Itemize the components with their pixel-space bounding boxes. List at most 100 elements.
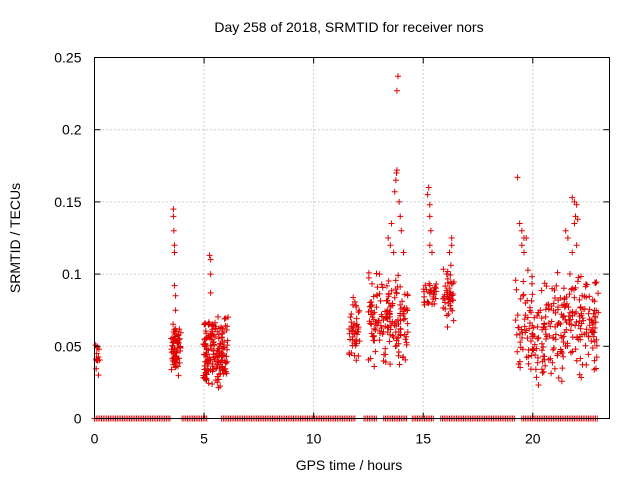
- data-point: [448, 235, 455, 241]
- data-point: [534, 359, 541, 366]
- data-point: [368, 321, 375, 328]
- data-point: [448, 280, 455, 287]
- data-point: [531, 341, 538, 348]
- data-point: [382, 345, 389, 352]
- data-point: [217, 370, 224, 377]
- data-point: [519, 334, 526, 341]
- data-point: [569, 249, 576, 256]
- data-point: [443, 271, 450, 278]
- data-point: [552, 331, 559, 338]
- data-point: [170, 354, 177, 361]
- data-point: [212, 333, 219, 340]
- data-point: [375, 317, 382, 324]
- data-point: [353, 357, 360, 364]
- data-point: [582, 342, 589, 349]
- data-point: [385, 300, 392, 307]
- data-point: [94, 357, 101, 364]
- data-point: [368, 299, 375, 306]
- data-point: [517, 295, 524, 302]
- data-point: [353, 331, 360, 338]
- data-point: [370, 332, 377, 339]
- data-point: [203, 370, 210, 377]
- x-tick-labels: 0 5 10 15 20: [91, 431, 541, 447]
- data-point: [551, 295, 558, 302]
- data-point: [442, 283, 449, 290]
- data-point: [367, 311, 374, 318]
- data-point: [553, 282, 560, 289]
- data-point: [386, 338, 393, 345]
- data-point: [426, 290, 433, 297]
- data-point: [210, 323, 217, 330]
- data-point: [396, 198, 403, 205]
- data-point: [560, 313, 567, 320]
- data-point: [422, 282, 429, 289]
- data-point: [569, 285, 576, 292]
- data-point: [591, 307, 598, 314]
- data-point: [214, 328, 221, 335]
- data-point: [533, 374, 540, 381]
- data-point: [217, 383, 224, 390]
- data-point: [367, 320, 374, 327]
- data-point: [223, 346, 230, 353]
- data-point: [559, 365, 566, 372]
- data-point: [552, 323, 559, 330]
- data-point: [387, 242, 394, 249]
- data-point: [221, 315, 228, 322]
- data-point: [393, 335, 400, 342]
- data-point: [210, 351, 217, 358]
- data-point: [173, 328, 180, 335]
- data-point: [346, 350, 353, 357]
- data-point: [589, 319, 596, 326]
- data-point: [578, 312, 585, 319]
- data-point: [426, 242, 433, 249]
- data-point: [589, 345, 596, 352]
- data-point: [440, 304, 447, 311]
- data-point: [349, 301, 356, 308]
- data-point: [576, 296, 583, 303]
- data-point: [356, 307, 363, 314]
- data-point: [586, 316, 593, 323]
- data-point: [520, 278, 527, 285]
- data-point: [561, 304, 568, 311]
- data-point: [520, 291, 527, 298]
- data-point: [388, 220, 395, 227]
- data-point: [369, 280, 376, 287]
- data-point: [376, 271, 383, 278]
- data-point: [95, 372, 102, 379]
- data-point: [396, 361, 403, 368]
- data-point: [516, 330, 523, 337]
- data-point: [577, 273, 584, 280]
- data-point: [171, 242, 178, 249]
- data-point: [206, 332, 213, 339]
- data-point: [539, 358, 546, 365]
- data-point: [441, 293, 448, 300]
- data-point: [171, 249, 178, 256]
- data-point: [433, 281, 440, 288]
- data-point: [512, 277, 519, 284]
- data-point: [564, 340, 571, 347]
- data-point: [529, 291, 536, 298]
- data-point: [169, 339, 176, 346]
- data-point: [574, 216, 581, 223]
- data-point: [201, 320, 208, 327]
- data-point: [384, 315, 391, 322]
- data-point: [397, 312, 404, 319]
- data-point: [205, 360, 212, 367]
- data-point: [374, 284, 381, 291]
- data-point: [221, 358, 228, 365]
- data-point: [514, 312, 521, 319]
- data-point: [386, 318, 393, 325]
- data-point: [516, 358, 523, 365]
- data-point: [175, 363, 182, 370]
- data-point: [542, 362, 549, 369]
- data-point: [170, 227, 177, 234]
- data-point: [526, 325, 533, 332]
- data-point: [404, 291, 411, 298]
- data-point: [201, 362, 208, 369]
- data-point: [569, 194, 576, 201]
- y-tick-label: 0.15: [54, 194, 81, 210]
- data-point: [513, 286, 520, 293]
- data-point: [577, 303, 584, 310]
- data-point: [517, 344, 524, 351]
- data-point: [560, 285, 567, 292]
